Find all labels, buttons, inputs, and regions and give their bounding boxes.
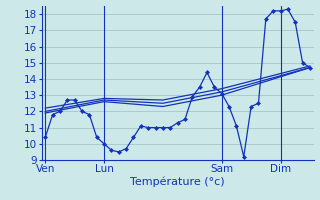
X-axis label: Température (°c): Température (°c) (130, 177, 225, 187)
